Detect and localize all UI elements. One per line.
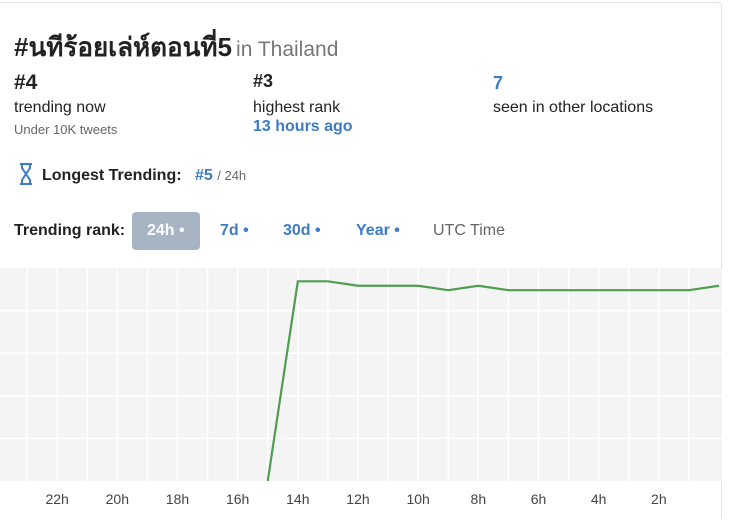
hourglass-icon xyxy=(20,163,32,185)
x-tick-label: 12h xyxy=(346,491,369,507)
x-tick-label: 18h xyxy=(166,491,189,507)
stat-value: #3 xyxy=(253,71,274,91)
stat-note[interactable]: 13 hours ago xyxy=(253,118,353,135)
trend-line xyxy=(266,280,720,481)
stat-label: trending now xyxy=(14,99,106,116)
tab[interactable]: 30d • xyxy=(283,222,321,239)
tab[interactable]: 7d • xyxy=(220,222,249,239)
tabs-label: Trending rank: xyxy=(14,222,126,239)
tab[interactable]: UTC Time xyxy=(433,222,505,239)
longest-label: Longest Trending: xyxy=(42,167,182,184)
x-tick-label: 6h xyxy=(531,491,547,507)
stat-note: Under 10K tweets xyxy=(14,122,118,137)
x-tick-label: 20h xyxy=(106,491,129,507)
plot-background xyxy=(0,268,722,481)
x-tick-label: 22h xyxy=(45,491,68,507)
stat-label: seen in other locations xyxy=(493,99,654,116)
trend-title: #นทีร้อยเล่ห์ตอนที่5 in Thailand xyxy=(14,27,338,68)
stat-value[interactable]: 7 xyxy=(493,73,504,93)
chart: 22h 20h 18h 16h 14h 12h 10h 8h 6h 4h 2h xyxy=(0,268,722,507)
longest-value: #5 / 24h xyxy=(195,167,246,185)
trend-card: #นทีร้อยเล่ห์ตอนที่5 in Thailand #4 trend… xyxy=(0,2,722,518)
x-tick-label: 4h xyxy=(591,491,607,507)
tab[interactable]: Year • xyxy=(356,222,400,239)
tab[interactable]: 24h • xyxy=(132,212,200,250)
x-tick-label: 14h xyxy=(286,491,309,507)
x-tick-label: 16h xyxy=(226,491,249,507)
hashtag: #นทีร้อยเล่ห์ตอนที่5 xyxy=(14,32,233,62)
longest-period: / 24h xyxy=(217,168,247,183)
stat-value: #4 xyxy=(14,71,38,94)
longest-rank: #5 xyxy=(195,167,213,184)
x-tick-label: 8h xyxy=(471,491,487,507)
x-tick-label: 2h xyxy=(651,491,667,507)
x-tick-label: 10h xyxy=(406,491,429,507)
location: in Thailand xyxy=(236,38,339,61)
stat-label: highest rank xyxy=(253,99,341,116)
